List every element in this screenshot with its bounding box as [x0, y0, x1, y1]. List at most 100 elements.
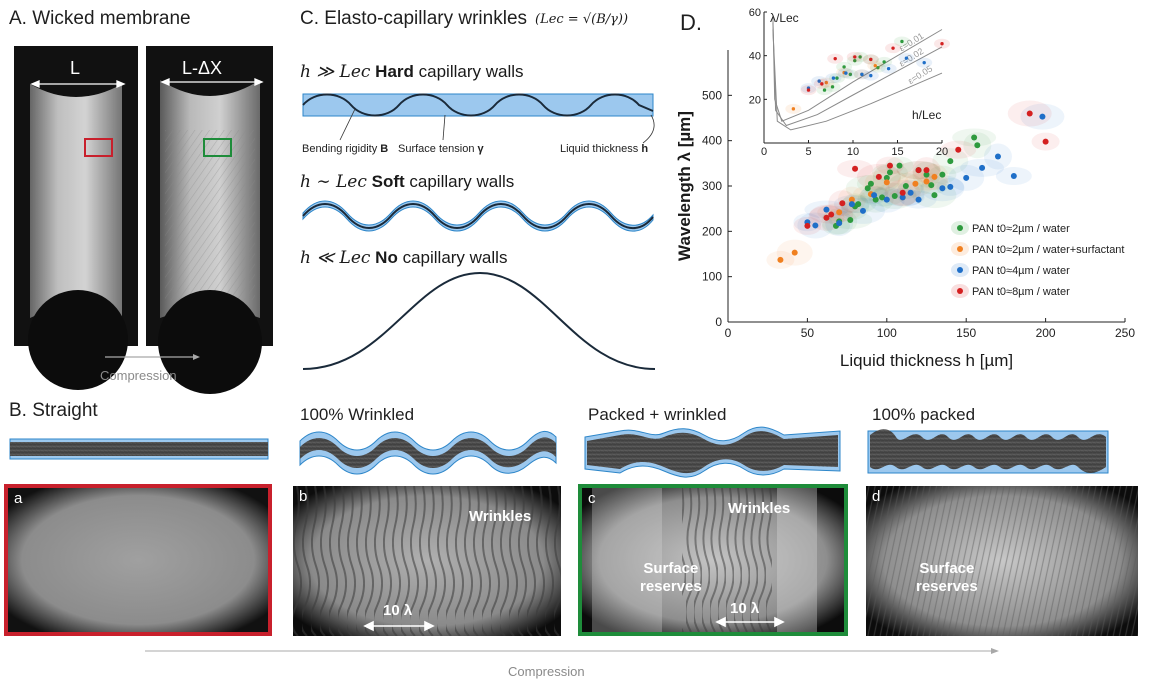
data-point: [883, 179, 890, 186]
x-tick-label: 200: [1036, 326, 1056, 340]
data-point: [923, 167, 930, 174]
data-point: [912, 180, 919, 187]
x-tick-label: 100: [877, 326, 897, 340]
panel-d-title: D.: [680, 10, 702, 35]
bending-symbol: B: [380, 143, 389, 155]
regime-row-none: h ≪ Lec No capillary walls: [300, 248, 507, 268]
legend-label: PAN t0≈8µm / water: [972, 286, 1070, 298]
data-point: [777, 256, 784, 263]
regime-row-hard: h ≫ Lec Hard capillary walls: [300, 62, 524, 82]
inset-y-tick-label: 60: [749, 7, 761, 19]
strip-wrinkled: [299, 431, 557, 475]
inset-data-point: [900, 39, 904, 44]
y-tick-label: 100: [702, 270, 722, 284]
data-point: [875, 173, 882, 180]
inset-data-point: [858, 55, 862, 59]
thickness-symbol: h: [641, 143, 649, 155]
inset-y-tick-label: 40: [749, 51, 761, 63]
data-point: [923, 171, 930, 178]
data-point: [879, 194, 886, 201]
data-point: [864, 185, 871, 192]
regime-rest: capillary walls: [402, 248, 508, 267]
compression-label-b: Compression: [508, 664, 585, 679]
length-label-right: L-ΔX: [182, 58, 223, 78]
wrinkles-label-c: Wrinkles: [728, 500, 791, 517]
y-axis-label: Wavelength λ [µm]: [675, 111, 694, 261]
inset-x-tick-label: 5: [805, 146, 811, 158]
data-point: [852, 165, 859, 172]
membrane-photo-right: [146, 46, 273, 394]
inset-data-point: [853, 55, 857, 59]
inset-data-point: [831, 76, 836, 80]
microscope-photo-c: c Wrinkles Surface reserves 10 λ: [578, 484, 848, 636]
data-point: [828, 211, 835, 218]
compression-label-a: Compression: [100, 368, 177, 383]
data-point: [872, 196, 879, 203]
state-title-packed: 100% packed: [872, 405, 976, 424]
y-tick-label: 200: [702, 224, 722, 238]
length-label-left: L: [70, 58, 81, 78]
capillary-wall-diagrams: [302, 93, 656, 370]
microscope-photo-b: b Wrinkles 10 λ: [293, 486, 561, 636]
legend-label: PAN t0≈4µm / water: [972, 265, 1070, 277]
data-point: [902, 183, 909, 189]
scale-label-b: 10 λ: [383, 602, 413, 619]
regime-condition: h ≫ Lec: [300, 62, 371, 82]
inset-data-point: [842, 65, 846, 69]
data-point: [939, 171, 946, 178]
data-point: [848, 196, 855, 203]
data-point: [883, 174, 890, 181]
inset-data-point: [824, 80, 828, 85]
x-tick-label: 0: [725, 326, 732, 340]
data-point: [812, 222, 819, 229]
inset-data-point: [891, 46, 895, 50]
inset-x-axis-label: h/Lec: [912, 108, 941, 122]
inset-data-point: [860, 72, 864, 77]
panel-a-title: A. Wicked membrane: [9, 8, 191, 29]
data-point: [947, 158, 954, 165]
legend-marker: [957, 288, 963, 294]
regime-bold: Soft: [371, 172, 405, 191]
regime-condition: h ≪ Lec: [300, 248, 371, 268]
inset-data-point: [904, 56, 909, 60]
reserves-line-1: Surface: [919, 560, 975, 577]
length-arrows: [30, 78, 264, 88]
data-point: [974, 142, 981, 149]
fiber-strip-diagrams: [9, 426, 1109, 478]
liquid-thickness-label: Liquid thickness h: [560, 143, 648, 155]
wrinkles-label-b: Wrinkles: [469, 508, 532, 525]
bending-text: Bending rigidity: [302, 143, 378, 155]
photo-label-b: b: [299, 488, 308, 505]
inset-x-tick-label: 15: [891, 146, 903, 158]
inset-x-tick-label: 10: [847, 146, 859, 158]
data-point: [847, 217, 854, 223]
inset-data-point: [848, 72, 853, 77]
inset-data-point: [873, 63, 877, 68]
surface-tension-label: Surface tension γ: [398, 143, 484, 155]
data-point: [886, 162, 893, 169]
bending-rigidity-label: Bending rigidity B: [302, 143, 388, 155]
regime-rest: capillary walls: [418, 62, 524, 81]
inset-data-point: [844, 71, 848, 75]
x-tick-label: 150: [956, 326, 976, 340]
reserves-label-d: Surface reserves: [916, 560, 978, 596]
regime-rest: capillary walls: [409, 172, 515, 191]
inset-data-point: [817, 79, 821, 83]
sheet-soft: [302, 203, 654, 230]
panel-b-title: B. Straight: [9, 400, 98, 421]
data-point: [848, 201, 855, 208]
data-point: [947, 183, 954, 190]
x-tick-label: 50: [801, 326, 815, 340]
data-point: [1042, 138, 1049, 145]
inset-data-point: [835, 76, 839, 80]
strip-packed-wrinkled: [584, 426, 841, 478]
thickness-text: Liquid thickness: [560, 143, 639, 155]
inset-data-point: [869, 57, 873, 62]
inset-y-axis-label: λ/Lec: [770, 11, 799, 25]
data-point: [886, 169, 893, 176]
tension-text: Surface tension: [398, 143, 475, 155]
legend-marker: [957, 246, 963, 252]
photo-label-c: c: [588, 490, 596, 507]
data-point: [931, 173, 938, 180]
